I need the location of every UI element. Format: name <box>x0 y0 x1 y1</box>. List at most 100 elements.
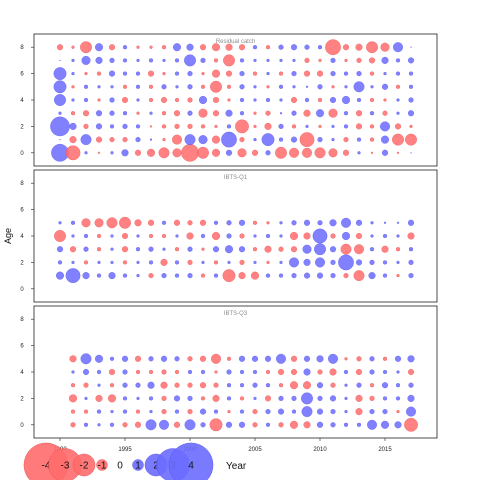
residual-bubble <box>290 96 298 104</box>
residual-bubble <box>303 109 311 117</box>
residual-bubble <box>80 353 92 365</box>
residual-bubble <box>214 370 218 374</box>
residual-bubble <box>368 57 376 64</box>
residual-bubble <box>314 147 326 159</box>
residual-bubble <box>396 234 400 238</box>
residual-bubble <box>161 395 167 401</box>
residual-bubble <box>147 381 155 389</box>
residual-bubble <box>212 69 220 78</box>
residual-bubble <box>122 137 128 143</box>
y-tick-label: 4 <box>20 98 24 104</box>
residual-bubble <box>329 395 337 402</box>
residual-bubble <box>329 246 337 253</box>
residual-bubble <box>226 396 232 401</box>
residual-bubble <box>213 220 219 225</box>
residual-bubble <box>225 43 233 51</box>
residual-bubble <box>96 409 102 414</box>
residual-bubble <box>290 420 298 429</box>
residual-bubble <box>212 232 220 240</box>
residual-bubble <box>370 221 374 225</box>
residual-bubble <box>83 382 89 388</box>
residual-bubble <box>252 422 258 428</box>
residual-bubble <box>369 259 375 265</box>
residual-bubble <box>95 123 103 130</box>
residual-bubble <box>304 44 310 50</box>
residual-bubble <box>70 220 76 225</box>
residual-bubble <box>367 419 377 430</box>
residual-bubble <box>382 396 388 401</box>
residual-bubble <box>317 395 323 401</box>
residual-bubble <box>122 123 128 129</box>
residual-bubble <box>303 381 311 390</box>
residual-bubble <box>407 57 415 64</box>
residual-bubble <box>121 246 129 253</box>
residual-bubble <box>302 244 312 254</box>
residual-bubble <box>331 85 335 89</box>
residual-bubble <box>396 274 400 278</box>
residual-bubble <box>290 368 298 376</box>
legend-label: 2 <box>153 461 159 472</box>
residual-bubble <box>251 355 259 362</box>
residual-bubble <box>330 382 336 388</box>
residual-bubble <box>356 71 362 77</box>
residual-bubble <box>199 219 207 226</box>
residual-bubble <box>110 247 114 251</box>
residual-bubble <box>135 71 141 76</box>
residual-bubble <box>84 72 88 76</box>
residual-bubble <box>275 146 287 159</box>
panel-3: IBTS-Q302468199019952000200520102015 <box>20 305 438 453</box>
residual-bubble <box>304 57 310 63</box>
residual-bubble <box>279 112 283 115</box>
residual-bubble <box>369 383 375 388</box>
residual-bubble <box>301 392 313 405</box>
residual-bubble <box>110 85 114 89</box>
residual-bubble <box>69 136 77 144</box>
y-tick-label: 8 <box>20 181 24 187</box>
residual-bubble <box>276 353 286 364</box>
residual-bubble <box>134 149 142 156</box>
residual-bubble <box>291 273 297 279</box>
residual-bubble <box>290 44 298 51</box>
residual-bubble <box>173 43 181 52</box>
residual-bubble <box>330 273 336 279</box>
residual-bubble <box>404 417 418 432</box>
residual-bubble <box>316 355 324 363</box>
residual-bubble <box>65 268 81 283</box>
residual-bubble <box>278 44 284 50</box>
residual-bubble <box>96 273 102 278</box>
residual-bubble <box>173 110 181 117</box>
residual-bubble <box>317 220 323 226</box>
residual-bubble <box>161 273 167 279</box>
residual-bubble <box>305 85 309 88</box>
residual-bubble <box>279 98 283 102</box>
residual-bubble <box>187 71 193 77</box>
residual-bubble <box>53 67 67 80</box>
residual-bubble <box>382 233 388 239</box>
residual-bubble <box>395 247 401 252</box>
residual-bubble <box>353 81 365 93</box>
residual-bubble <box>369 124 375 129</box>
residual-bubble <box>265 150 271 156</box>
residual-bubble <box>264 245 272 253</box>
residual-bubble <box>252 220 258 225</box>
residual-bubble <box>81 55 91 65</box>
residual-bubble <box>70 409 76 414</box>
residual-bubble <box>278 422 284 428</box>
residual-bubble <box>368 272 376 280</box>
residual-bubble <box>94 218 104 228</box>
residual-bubble <box>97 383 101 387</box>
residual-bubble <box>200 422 206 428</box>
residual-bubble <box>292 85 296 89</box>
residual-bubble <box>396 221 400 224</box>
residual-bubble <box>344 357 348 361</box>
panel-title: Residual catch <box>216 39 255 45</box>
x-tick-label: 1995 <box>118 447 132 453</box>
residual-bubble <box>59 138 61 141</box>
residual-bubble <box>71 370 75 374</box>
residual-bubble <box>187 259 193 265</box>
residual-bubble <box>317 137 323 143</box>
legend-bubble <box>96 459 108 471</box>
residual-bubble <box>212 110 220 117</box>
residual-bubble <box>97 98 101 102</box>
